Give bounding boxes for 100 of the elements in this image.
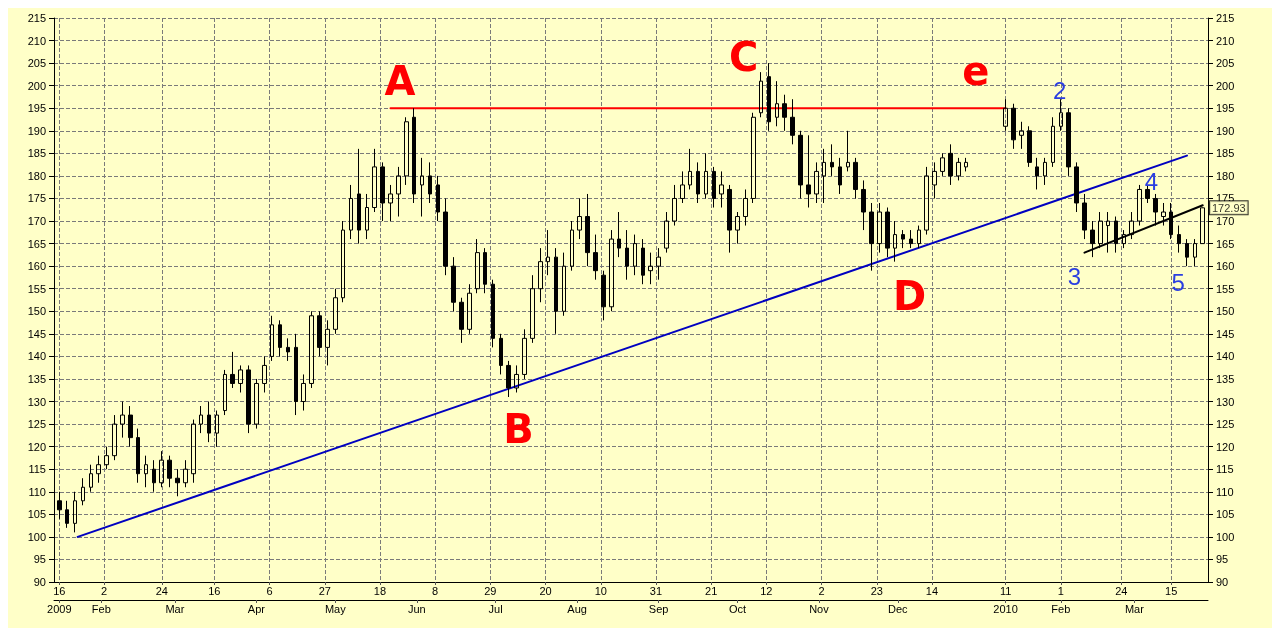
candlestick bbox=[585, 193, 590, 267]
x2-tick-label: May bbox=[324, 602, 347, 615]
annotation: 3 bbox=[1067, 262, 1082, 290]
candlestick bbox=[727, 184, 732, 254]
y2-tick-label: 110 bbox=[1216, 485, 1234, 498]
candlestick bbox=[380, 161, 385, 222]
candlestick bbox=[719, 170, 724, 208]
candlestick bbox=[546, 229, 550, 276]
candlestick bbox=[1043, 157, 1047, 186]
candlestick bbox=[1185, 238, 1189, 267]
y-tick-label: 140 bbox=[27, 350, 46, 363]
candlestick bbox=[357, 148, 361, 245]
candlestick bbox=[467, 283, 472, 335]
candlestick bbox=[656, 247, 661, 281]
candlestick bbox=[932, 161, 937, 199]
x-tick-label: 18 bbox=[373, 584, 387, 597]
candlestick bbox=[1019, 121, 1024, 150]
y2-tick-label: 195 bbox=[1216, 102, 1235, 115]
candlestick bbox=[89, 464, 93, 493]
candlestick bbox=[522, 328, 527, 380]
candlestick bbox=[309, 310, 314, 389]
candlestick bbox=[570, 220, 574, 272]
candlestick bbox=[1066, 107, 1071, 177]
candlestick bbox=[940, 152, 945, 177]
y-tick-label: 175 bbox=[27, 192, 46, 205]
x-tick-label: 2 bbox=[100, 584, 108, 597]
y2-tick-label: 210 bbox=[1216, 34, 1235, 47]
candlestick bbox=[404, 116, 409, 186]
x-tick-label: 8 bbox=[432, 584, 439, 597]
candlestick bbox=[767, 62, 771, 132]
y-tick-label: 205 bbox=[27, 57, 46, 70]
candlestick bbox=[57, 491, 62, 520]
x2-tick-label: Jul bbox=[488, 602, 503, 615]
x-tick-label: 27 bbox=[318, 584, 331, 597]
y2-tick-label: 130 bbox=[1216, 395, 1235, 408]
candlestick bbox=[491, 279, 495, 348]
x2-tick-label: Mar bbox=[165, 602, 185, 615]
x-tick-label: 16 bbox=[53, 584, 66, 597]
candlestick bbox=[917, 225, 921, 249]
candlestick bbox=[207, 401, 211, 443]
candlestick bbox=[167, 455, 172, 488]
y2-tick-label: 120 bbox=[1216, 440, 1235, 453]
candlestick bbox=[96, 455, 101, 484]
candlestick bbox=[223, 369, 227, 416]
candlestick bbox=[562, 252, 566, 317]
candlestick bbox=[112, 414, 117, 461]
y-tick-label: 180 bbox=[27, 169, 46, 182]
candlestick bbox=[924, 166, 929, 236]
candlestick bbox=[183, 459, 188, 488]
y-tick-label: 90 bbox=[33, 576, 46, 588]
candlestick bbox=[956, 157, 961, 181]
candlestick bbox=[704, 152, 708, 199]
candlestick bbox=[483, 247, 487, 294]
candlestick bbox=[759, 71, 763, 118]
annotation: A bbox=[384, 58, 416, 105]
y2-tick-label: 180 bbox=[1216, 169, 1235, 182]
candlestick bbox=[885, 207, 890, 258]
y-tick-label: 95 bbox=[33, 553, 46, 566]
y2-tick-label: 125 bbox=[1216, 418, 1235, 431]
candlestick bbox=[1129, 211, 1134, 240]
y-tick-label: 210 bbox=[27, 34, 46, 47]
y-tick-label: 185 bbox=[27, 147, 46, 160]
candlestick bbox=[1035, 157, 1039, 190]
candlestick bbox=[554, 247, 558, 335]
candlestick bbox=[853, 157, 858, 199]
y-tick-label: 145 bbox=[27, 327, 46, 340]
x2-tick-label: Aug bbox=[567, 602, 587, 615]
candlestick bbox=[861, 179, 866, 231]
y2-tick-label: 140 bbox=[1216, 350, 1235, 363]
candlestick bbox=[743, 188, 748, 227]
candlestick bbox=[436, 175, 440, 222]
candlestick bbox=[215, 410, 219, 448]
y2-tick-label: 165 bbox=[1216, 237, 1235, 250]
x2-tick-label: Nov bbox=[809, 602, 830, 615]
y2-tick-label: 160 bbox=[1216, 260, 1235, 273]
y2-tick-label: 145 bbox=[1216, 327, 1235, 340]
y-tick-label: 160 bbox=[27, 260, 46, 273]
annotation: 172.93 bbox=[1212, 201, 1246, 214]
candlestick bbox=[593, 234, 598, 281]
candlestick bbox=[1098, 211, 1103, 249]
x-tick-label: 2 bbox=[818, 584, 825, 597]
candlestick bbox=[159, 450, 164, 488]
y2-tick-label: 215 bbox=[1216, 12, 1235, 24]
x2-tick-label: Feb bbox=[91, 602, 111, 615]
y-tick-label: 100 bbox=[27, 530, 46, 543]
y-tick-label: 190 bbox=[27, 124, 46, 137]
y2-tick-label: 150 bbox=[1216, 305, 1235, 318]
y-tick-label: 155 bbox=[27, 282, 46, 295]
candlestick bbox=[712, 166, 716, 208]
candlestick bbox=[144, 455, 148, 488]
candlestick bbox=[81, 477, 85, 506]
candlestick bbox=[688, 148, 692, 190]
candlestick bbox=[822, 148, 826, 204]
candlestick bbox=[1137, 184, 1142, 227]
candlestick bbox=[1011, 103, 1016, 150]
candlestick bbox=[1051, 116, 1055, 168]
candlestick bbox=[325, 319, 330, 366]
candlestick bbox=[601, 270, 606, 321]
candlestick bbox=[175, 468, 180, 497]
candlestick bbox=[104, 446, 109, 470]
